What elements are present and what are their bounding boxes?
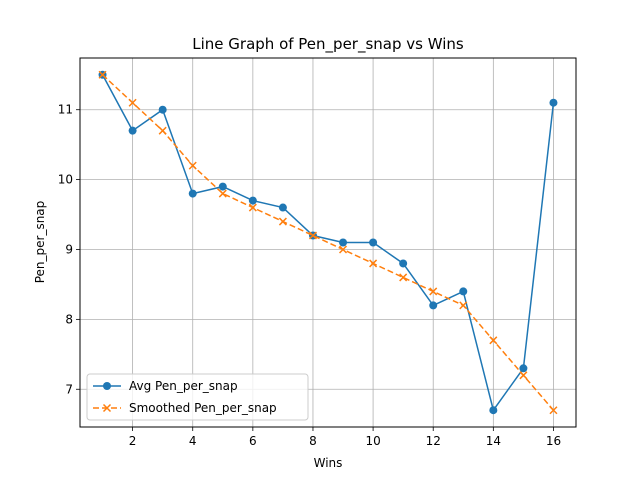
x-tick-label: 14 — [486, 434, 501, 448]
y-axis-ticks: 7 8 9 10 11 — [58, 103, 80, 396]
data-point — [519, 371, 528, 380]
data-point — [519, 364, 528, 373]
data-point — [218, 189, 227, 198]
y-tick-label: 8 — [65, 312, 73, 326]
data-point — [158, 105, 167, 114]
data-point — [549, 98, 558, 107]
data-point — [429, 301, 438, 310]
x-tick-label: 10 — [365, 434, 380, 448]
data-point — [459, 301, 468, 310]
x-tick-label: 12 — [426, 434, 441, 448]
data-point — [248, 203, 257, 212]
series-line — [101, 74, 555, 412]
data-point — [399, 259, 408, 268]
x-tick-label: 8 — [309, 434, 317, 448]
x-axis-label: Wins — [314, 456, 343, 470]
data-point — [308, 231, 318, 240]
data-point — [399, 273, 408, 282]
data-point — [278, 217, 287, 226]
legend: Avg Pen_per_snap Smoothed Pen_per_snap — [86, 373, 309, 421]
data-point — [489, 336, 498, 345]
data-point — [339, 238, 348, 247]
data-point — [369, 238, 378, 247]
legend-box — [86, 373, 309, 421]
y-tick-label: 10 — [58, 173, 73, 187]
data-point — [188, 161, 197, 170]
data-point — [429, 287, 438, 296]
data-point — [338, 245, 348, 254]
data-point — [248, 196, 257, 205]
data-point — [218, 182, 227, 191]
y-tick-label: 11 — [58, 103, 73, 117]
data-point — [369, 259, 378, 268]
x-tick-label: 6 — [249, 434, 257, 448]
data-point — [459, 287, 468, 296]
plot-frame — [79, 57, 577, 428]
y-tick-label: 7 — [65, 382, 73, 396]
x-tick-label: 16 — [546, 434, 561, 448]
legend-label-avg: Avg Pen_per_snap — [129, 379, 238, 393]
data-point — [128, 126, 137, 135]
data-point — [98, 70, 107, 79]
x-axis-ticks: 2 4 6 8 10 12 14 16 — [129, 427, 561, 448]
x-tick-label: 4 — [189, 434, 197, 448]
x-tick-label: 2 — [129, 434, 137, 448]
y-tick-label: 9 — [65, 242, 73, 256]
data-point — [549, 406, 558, 415]
chart-title: Line Graph of Pen_per_snap vs Wins — [192, 35, 464, 54]
legend-marker-smoothed — [102, 403, 112, 413]
legend-label-smoothed: Smoothed Pen_per_snap — [129, 401, 277, 415]
y-axis-label: Pen_per_snap — [33, 201, 47, 284]
data-point — [489, 406, 498, 415]
series-smoothed — [98, 70, 558, 415]
legend-marker-avg — [103, 382, 111, 390]
data-point — [188, 189, 197, 198]
data-point — [278, 203, 287, 212]
data-point — [128, 98, 137, 107]
data-point — [158, 126, 167, 135]
series-layer — [98, 70, 558, 415]
